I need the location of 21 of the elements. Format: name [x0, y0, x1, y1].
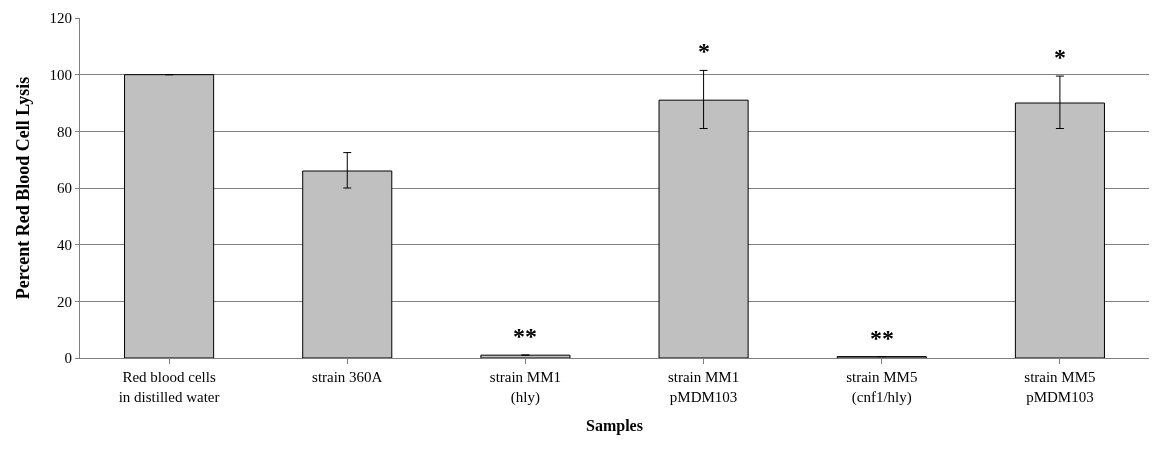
x-tick-label: strain MM5 pMDM103: [1024, 369, 1096, 405]
x-tick-label: strain MM5 (cnf1/hly): [846, 369, 918, 406]
bar: [480, 354, 571, 358]
x-tick-label: strain MM1 pMDM103: [667, 369, 740, 405]
x-tick-label: Red blood cells in distilled water: [118, 369, 220, 405]
y-tick-label: 0: [64, 350, 72, 367]
annotation: **: [513, 323, 537, 349]
annotation: **: [870, 325, 894, 351]
y-tick-label: 100: [49, 66, 72, 83]
bar: [124, 74, 215, 358]
y-tick-label: 60: [57, 180, 72, 197]
y-tick-label: 20: [57, 293, 72, 310]
annotation: *: [698, 38, 710, 64]
x-tick-label: strain MM1 (hly): [489, 369, 562, 406]
x-tick-label: strain 360A: [312, 369, 383, 385]
y-tick-label: 40: [57, 236, 72, 253]
y-tick-label: 120: [49, 10, 72, 27]
y-axis-title: Percent Red Blood Cell Lysis: [12, 76, 33, 300]
y-tick-label: 80: [57, 123, 72, 140]
annotation: *: [1054, 44, 1066, 70]
x-axis-title: Samples: [586, 417, 643, 436]
